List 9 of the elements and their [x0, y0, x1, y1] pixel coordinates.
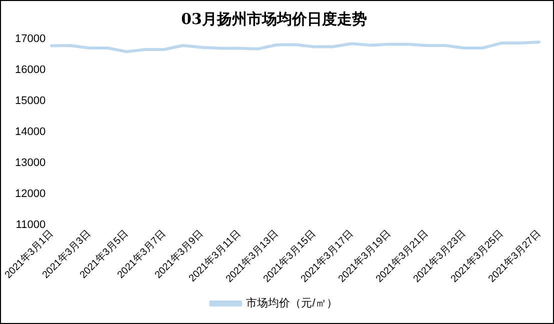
chart-title: 03月扬州市场均价日度走势: [181, 10, 367, 28]
y-tick-label: 15000: [14, 94, 46, 107]
legend-label: 市场均价（元/㎡）: [246, 296, 338, 310]
y-tick-label: 17000: [14, 33, 46, 46]
y-tick-label: 13000: [14, 156, 46, 169]
y-tick-label: 14000: [14, 126, 46, 138]
y-tick-label: 11000: [16, 218, 46, 231]
y-tick-label: 12000: [14, 188, 46, 200]
y-tick-label: 16000: [14, 64, 46, 76]
